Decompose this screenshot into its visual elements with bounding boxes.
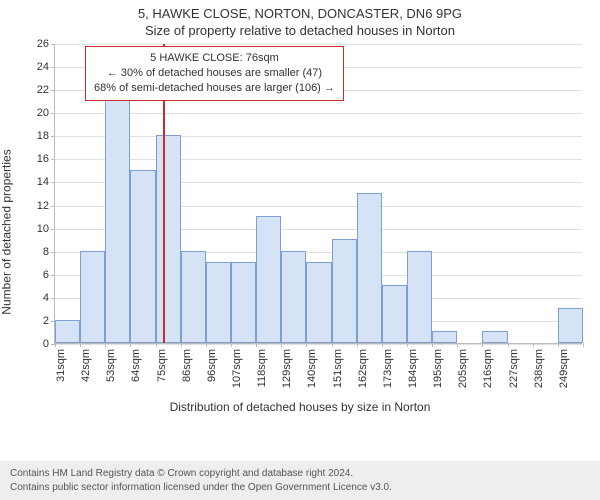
xtick-label: 173sqm	[382, 343, 394, 388]
histogram-bar	[407, 251, 432, 343]
ytick-label: 18	[37, 130, 55, 142]
histogram-bar	[357, 193, 382, 343]
xtick-label: 107sqm	[231, 343, 243, 388]
chart-area: Number of detached properties 0246810121…	[0, 44, 600, 420]
xtick-label: 96sqm	[206, 343, 218, 382]
ytick-label: 0	[43, 338, 55, 350]
histogram-bar	[55, 320, 80, 343]
histogram-bar	[80, 251, 105, 343]
footer-line-1: Contains HM Land Registry data © Crown c…	[10, 467, 590, 481]
xtick-label: 118sqm	[256, 343, 268, 387]
xtick-label: 53sqm	[105, 343, 117, 382]
annotation-box: 5 HAWKE CLOSE: 76sqm← 30% of detached ho…	[85, 46, 344, 101]
histogram-bar	[256, 216, 281, 343]
histogram-bar	[281, 251, 306, 343]
plot-area: 0246810121416182022242631sqm42sqm53sqm64…	[54, 44, 582, 344]
ytick-label: 24	[37, 61, 55, 73]
xtick-label: 195sqm	[432, 343, 444, 388]
ytick-label: 26	[37, 38, 55, 50]
xtick-label: 238sqm	[533, 343, 545, 388]
x-axis-label: Distribution of detached houses by size …	[0, 400, 600, 414]
xtick-label: 42sqm	[80, 343, 92, 382]
ytick-label: 16	[37, 153, 55, 165]
histogram-bar	[206, 262, 231, 343]
annotation-line: ← 30% of detached houses are smaller (47…	[94, 66, 335, 81]
xtick-label: 129sqm	[281, 343, 293, 388]
footer-line-2: Contains public sector information licen…	[10, 481, 590, 495]
histogram-bar	[482, 331, 507, 343]
histogram-bar	[306, 262, 331, 343]
annotation-line: 5 HAWKE CLOSE: 76sqm	[94, 51, 335, 66]
histogram-bar	[432, 331, 457, 343]
ytick-label: 6	[43, 269, 55, 281]
chart-title-1: 5, HAWKE CLOSE, NORTON, DONCASTER, DN6 9…	[0, 0, 600, 21]
histogram-bar	[130, 170, 155, 343]
histogram-bar	[558, 308, 583, 343]
xtick-label: 86sqm	[181, 343, 193, 382]
histogram-bar	[181, 251, 206, 343]
xtick-label: 216sqm	[482, 343, 494, 388]
xtick-label: 31sqm	[55, 343, 67, 382]
gridline	[55, 44, 582, 45]
ytick-label: 12	[37, 200, 55, 212]
gridline	[55, 159, 582, 160]
histogram-bar	[231, 262, 256, 343]
gridline	[55, 136, 582, 137]
xtick-label: 64sqm	[130, 343, 142, 382]
histogram-bar	[382, 285, 407, 343]
histogram-bar	[105, 89, 130, 343]
histogram-bar	[332, 239, 357, 343]
gridline	[55, 113, 582, 114]
chart-title-2: Size of property relative to detached ho…	[0, 21, 600, 38]
xtick-label: 75sqm	[156, 343, 168, 382]
xtick-label: 227sqm	[508, 343, 520, 388]
ytick-label: 22	[37, 84, 55, 96]
annotation-line: 68% of semi-detached houses are larger (…	[94, 81, 335, 96]
ytick-label: 20	[37, 107, 55, 119]
histogram-bar	[156, 135, 181, 343]
ytick-label: 14	[37, 176, 55, 188]
y-axis-label: Number of detached properties	[0, 149, 14, 314]
xtick-label: 184sqm	[407, 343, 419, 388]
xtick-label: 249sqm	[558, 343, 570, 388]
ytick-label: 4	[43, 292, 55, 304]
xtick-label: 140sqm	[306, 343, 318, 388]
ytick-label: 2	[43, 315, 55, 327]
xtick-label: 162sqm	[357, 343, 369, 388]
xtick-label: 151sqm	[332, 343, 344, 388]
ytick-label: 8	[43, 246, 55, 258]
xtick-mark	[583, 343, 584, 347]
footer-attribution: Contains HM Land Registry data © Crown c…	[0, 461, 600, 500]
ytick-label: 10	[37, 223, 55, 235]
xtick-label: 205sqm	[457, 343, 469, 388]
